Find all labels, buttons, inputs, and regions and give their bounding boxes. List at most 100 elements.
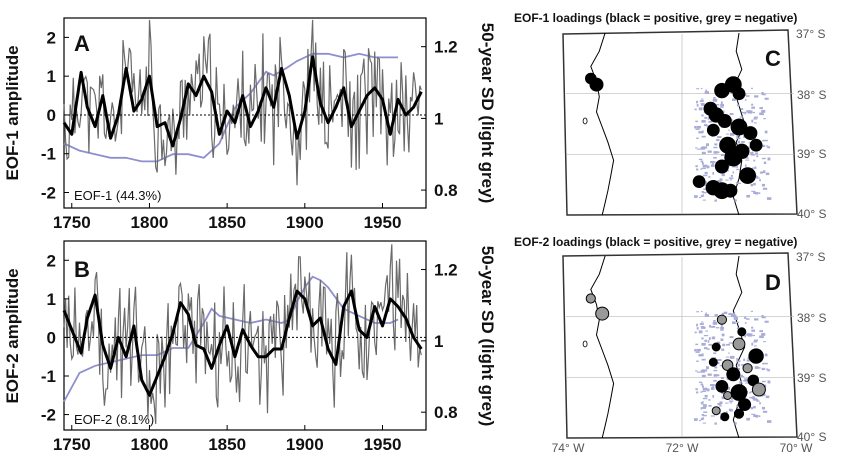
lake-patch <box>695 128 700 130</box>
lake-patch <box>696 88 700 90</box>
lake-patch <box>754 318 759 321</box>
lake-patch <box>721 333 725 337</box>
lake-patch <box>695 147 698 149</box>
smoothed-line-a <box>62 55 423 148</box>
lake-patch <box>726 344 731 346</box>
y2tick-label: 0.8 <box>434 403 458 422</box>
lake-patch <box>761 144 765 148</box>
lake-patch <box>717 151 720 154</box>
lake-patch <box>756 399 759 402</box>
lake-patch <box>737 182 742 184</box>
lake-patch <box>764 320 769 323</box>
lake-patch <box>759 112 763 115</box>
site-marker-d-19 <box>720 412 730 422</box>
panel-b-annual-layer <box>63 244 422 424</box>
lake-patch <box>720 106 724 108</box>
lake-patch <box>759 172 763 174</box>
lake-patch <box>698 354 703 357</box>
lake-patch <box>700 383 704 386</box>
ytick-label: -2 <box>41 183 56 202</box>
lake-patch <box>708 120 713 123</box>
lake-patch <box>700 326 705 328</box>
lake-patch <box>713 146 718 149</box>
panel-a-chart: 2 1 0 -1 -2 1.2 1 0.8 1750 1800 1850 1900 1950 A EOF… <box>3 17 497 232</box>
lake-patch <box>767 157 771 161</box>
lake-patch <box>764 131 768 134</box>
map-d-title: EOF-2 loadings (black = positive, grey =… <box>514 235 797 249</box>
lake-patch <box>720 324 723 328</box>
lake-patch <box>759 179 761 182</box>
lake-patch <box>729 336 734 339</box>
lake-patch <box>765 368 769 370</box>
lake-patch <box>702 406 706 409</box>
lake-patch <box>753 345 757 347</box>
site-marker-d-17 <box>711 406 721 416</box>
lake-patch <box>765 145 769 147</box>
map-d-lon-70: 70° W <box>780 441 813 455</box>
map-d: EOF-2 loadings (black = positive, grey =… <box>514 235 826 455</box>
map-d-lat-38: 38° S <box>797 311 826 325</box>
lake-patch <box>700 391 703 393</box>
lake-patch <box>762 316 766 319</box>
lake-patch <box>736 404 738 407</box>
site-marker-c-20 <box>723 183 738 198</box>
map-d-lon-74: 74° W <box>552 441 585 455</box>
lake-patch <box>710 415 715 417</box>
lake-patch <box>725 402 729 404</box>
panel-b-smoothed-layer <box>62 289 423 397</box>
lake-patch <box>764 97 769 100</box>
lake-patch <box>747 334 753 337</box>
lake-patch <box>755 192 759 195</box>
xtick-label: 1850 <box>208 213 246 232</box>
lake-patch <box>700 310 703 312</box>
lake-patch <box>703 124 708 127</box>
lake-patch <box>699 100 704 102</box>
lake-patch <box>750 391 753 393</box>
lake-patch <box>700 401 704 404</box>
lake-patch <box>703 188 708 190</box>
xtick-label: 1800 <box>131 213 169 232</box>
lake-patch <box>743 358 745 361</box>
lake-patch <box>747 146 751 148</box>
panel-a-ylabel: EOF-1 amplitude <box>3 45 22 180</box>
lake-patch <box>756 176 759 179</box>
y2tick-label: 1.2 <box>434 261 458 280</box>
lake-patch <box>751 329 755 332</box>
lake-patch <box>744 316 747 319</box>
lake-patch <box>750 407 753 410</box>
lake-patch <box>704 404 707 408</box>
lake-patch <box>717 136 722 138</box>
lake-patch <box>764 354 768 357</box>
site-marker-c-13 <box>724 148 743 167</box>
lake-patch <box>702 385 704 388</box>
lake-patch <box>700 194 704 198</box>
lake-patch <box>728 129 730 131</box>
lake-patch <box>728 352 730 354</box>
lake-patch <box>712 98 718 102</box>
lake-patch <box>729 402 733 404</box>
lake-patch <box>747 111 753 114</box>
y2tick-label: 1 <box>434 332 443 351</box>
lake-patch <box>763 161 767 164</box>
lake-patch <box>750 152 753 155</box>
lake-patch <box>761 110 764 114</box>
lake-patch <box>730 92 734 95</box>
lake-patch <box>702 164 706 168</box>
lake-patch <box>721 173 725 177</box>
lake-patch <box>696 168 699 171</box>
ytick-label: 1 <box>47 290 56 309</box>
site-marker-d-10 <box>726 367 741 382</box>
ytick-label: -2 <box>41 406 56 425</box>
lake-patch <box>732 171 734 174</box>
lake-patch <box>694 108 697 111</box>
lake-patch <box>745 159 750 161</box>
lake-patch <box>698 330 703 334</box>
lake-patch <box>704 314 710 317</box>
lake-patch <box>705 164 708 168</box>
lake-patch <box>706 348 710 350</box>
lake-patch <box>705 387 708 391</box>
lake-patch <box>703 347 708 350</box>
lake-patch <box>702 401 704 403</box>
lake-patch <box>751 326 754 329</box>
lake-patch <box>767 369 771 372</box>
